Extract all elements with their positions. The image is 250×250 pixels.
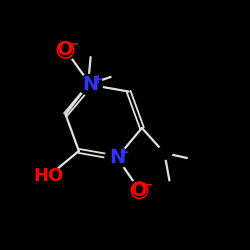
Text: O: O (57, 40, 74, 59)
Ellipse shape (157, 147, 172, 159)
Ellipse shape (36, 166, 61, 186)
Text: +: + (119, 146, 129, 159)
Ellipse shape (54, 40, 77, 60)
Text: HO: HO (34, 167, 64, 185)
Text: −: − (69, 38, 80, 51)
Ellipse shape (80, 78, 96, 91)
Text: N: N (82, 75, 98, 94)
Text: O: O (131, 181, 148, 200)
Text: +: + (92, 73, 103, 86)
Ellipse shape (78, 74, 102, 95)
Text: −: − (143, 178, 154, 191)
Ellipse shape (105, 147, 129, 168)
Text: N: N (109, 148, 125, 167)
Ellipse shape (128, 180, 151, 200)
